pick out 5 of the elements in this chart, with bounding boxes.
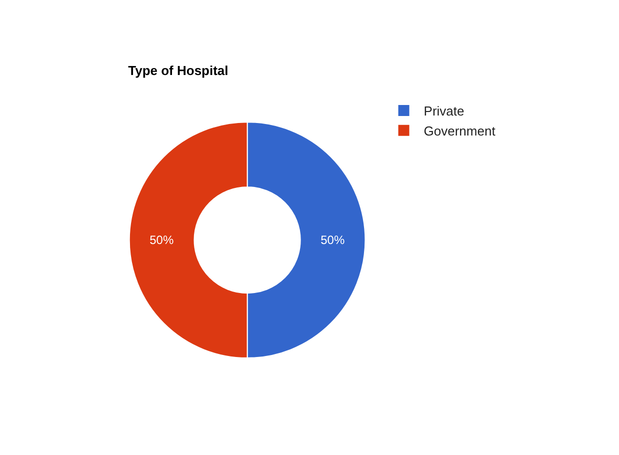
legend-label: Government (424, 123, 496, 138)
chart-title: Type of Hospital (128, 63, 228, 78)
data-label: 50% (320, 233, 345, 248)
data-label: 50% (150, 233, 174, 248)
legend-label: Private (424, 104, 464, 119)
